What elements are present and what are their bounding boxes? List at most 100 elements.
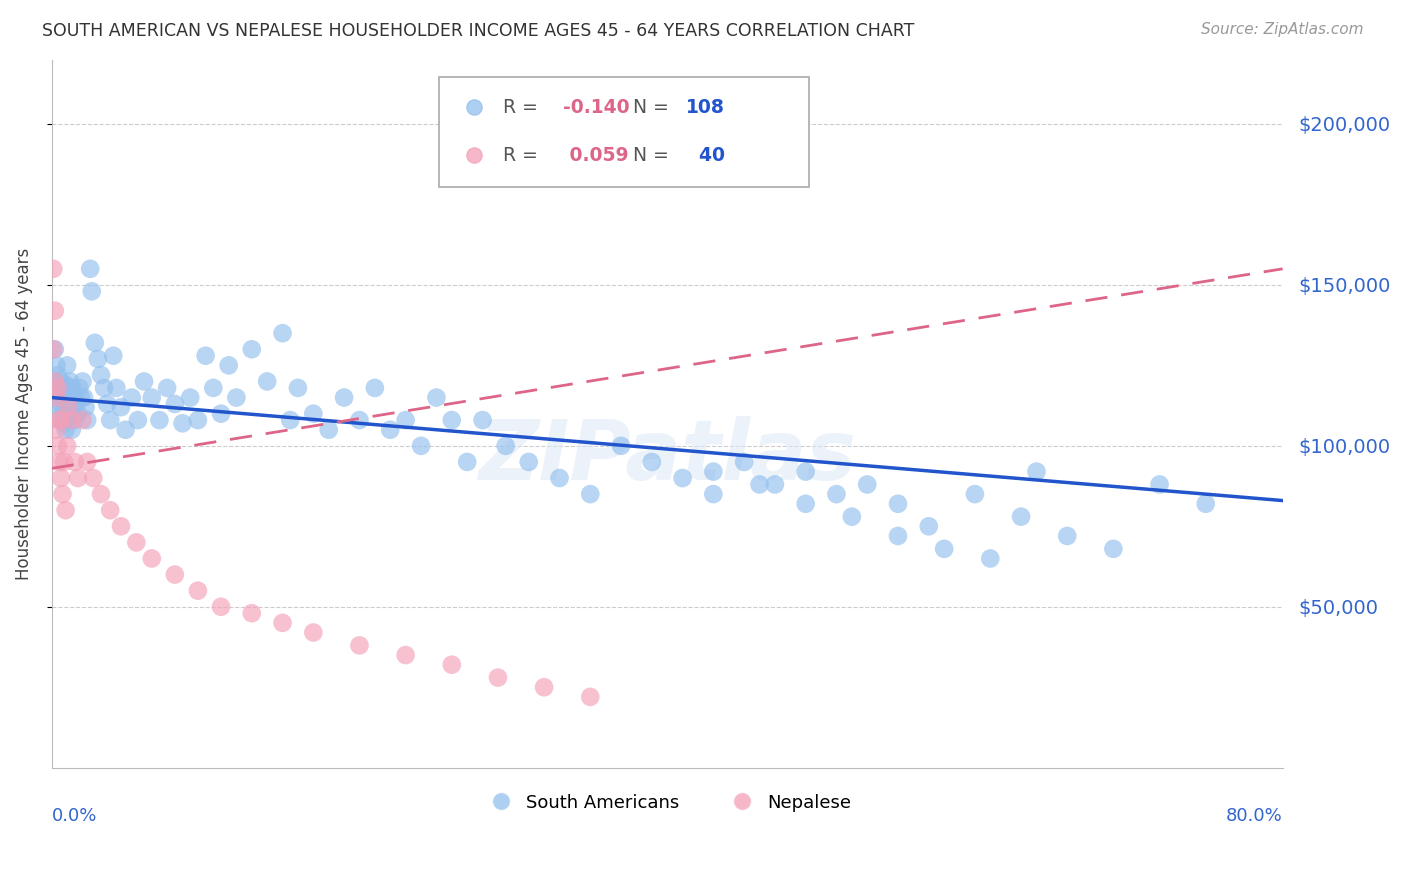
Text: Source: ZipAtlas.com: Source: ZipAtlas.com bbox=[1201, 22, 1364, 37]
Point bbox=[44, 343, 66, 357]
Point bbox=[51, 381, 73, 395]
Text: N =: N = bbox=[633, 97, 675, 117]
Point bbox=[46, 368, 69, 382]
Point bbox=[641, 455, 664, 469]
Point bbox=[148, 413, 170, 427]
Point bbox=[610, 439, 633, 453]
Point bbox=[287, 381, 309, 395]
Point bbox=[349, 639, 371, 653]
Point bbox=[55, 377, 77, 392]
Point bbox=[58, 391, 80, 405]
Text: 40: 40 bbox=[686, 145, 724, 165]
Text: R =: R = bbox=[503, 145, 544, 165]
Point bbox=[66, 471, 89, 485]
Point bbox=[48, 455, 70, 469]
Point bbox=[1056, 529, 1078, 543]
Point bbox=[51, 407, 73, 421]
Point bbox=[240, 606, 263, 620]
Point bbox=[103, 349, 125, 363]
Point bbox=[187, 583, 209, 598]
Point bbox=[45, 375, 67, 389]
Point bbox=[42, 261, 65, 276]
Point bbox=[702, 465, 724, 479]
Point bbox=[60, 413, 83, 427]
Point bbox=[90, 368, 112, 382]
Point bbox=[456, 455, 478, 469]
Point bbox=[318, 423, 340, 437]
Point bbox=[105, 381, 128, 395]
Point bbox=[63, 455, 86, 469]
Point bbox=[364, 381, 387, 395]
Point bbox=[53, 387, 76, 401]
Point bbox=[48, 401, 70, 415]
Text: SOUTH AMERICAN VS NEPALESE HOUSEHOLDER INCOME AGES 45 - 64 YEARS CORRELATION CHA: SOUTH AMERICAN VS NEPALESE HOUSEHOLDER I… bbox=[42, 22, 914, 40]
Text: ZIPatlas: ZIPatlas bbox=[478, 416, 856, 497]
Point bbox=[733, 455, 755, 469]
Point bbox=[271, 326, 294, 341]
Point bbox=[380, 423, 402, 437]
Point bbox=[90, 487, 112, 501]
Point bbox=[533, 680, 555, 694]
Point bbox=[579, 690, 602, 704]
Point bbox=[98, 413, 121, 427]
Point bbox=[471, 413, 494, 427]
Point bbox=[141, 551, 163, 566]
Point bbox=[409, 439, 432, 453]
Point bbox=[65, 397, 87, 411]
Point bbox=[60, 423, 83, 437]
Point bbox=[163, 567, 186, 582]
Point bbox=[72, 413, 94, 427]
Text: 80.0%: 80.0% bbox=[1226, 806, 1282, 824]
Point bbox=[110, 519, 132, 533]
Point bbox=[395, 413, 418, 427]
Point bbox=[93, 381, 115, 395]
Point bbox=[48, 413, 70, 427]
Point bbox=[256, 375, 278, 389]
Point bbox=[49, 397, 72, 411]
Point bbox=[55, 503, 77, 517]
Point bbox=[98, 503, 121, 517]
Point bbox=[517, 455, 540, 469]
Text: 108: 108 bbox=[686, 97, 724, 117]
Text: N =: N = bbox=[633, 145, 675, 165]
Point bbox=[1149, 477, 1171, 491]
Point bbox=[79, 261, 101, 276]
Point bbox=[495, 439, 517, 453]
Point bbox=[333, 391, 356, 405]
Point bbox=[856, 477, 879, 491]
Point bbox=[395, 648, 418, 662]
Point bbox=[66, 407, 89, 421]
Point bbox=[110, 401, 132, 415]
Point bbox=[141, 391, 163, 405]
FancyBboxPatch shape bbox=[440, 78, 808, 187]
Point bbox=[76, 413, 98, 427]
Point bbox=[271, 615, 294, 630]
Point bbox=[218, 359, 240, 373]
Point bbox=[194, 349, 217, 363]
Point bbox=[763, 477, 786, 491]
Point bbox=[748, 477, 770, 491]
Point bbox=[163, 397, 186, 411]
Point bbox=[979, 551, 1001, 566]
Point bbox=[240, 343, 263, 357]
Point bbox=[440, 413, 463, 427]
Point bbox=[44, 375, 66, 389]
Point bbox=[45, 391, 67, 405]
Point bbox=[63, 413, 86, 427]
Point bbox=[127, 413, 149, 427]
Point bbox=[49, 375, 72, 389]
Point bbox=[56, 359, 79, 373]
Point bbox=[83, 335, 105, 350]
Point bbox=[349, 413, 371, 427]
Point bbox=[934, 541, 956, 556]
Legend: South Americans, Nepalese: South Americans, Nepalese bbox=[475, 787, 859, 819]
Point bbox=[58, 401, 80, 415]
Point bbox=[55, 423, 77, 437]
Point bbox=[794, 465, 817, 479]
Point bbox=[671, 471, 693, 485]
Point bbox=[132, 375, 155, 389]
Point bbox=[58, 413, 80, 427]
Point bbox=[49, 413, 72, 427]
Point bbox=[225, 391, 247, 405]
Point bbox=[48, 413, 70, 427]
